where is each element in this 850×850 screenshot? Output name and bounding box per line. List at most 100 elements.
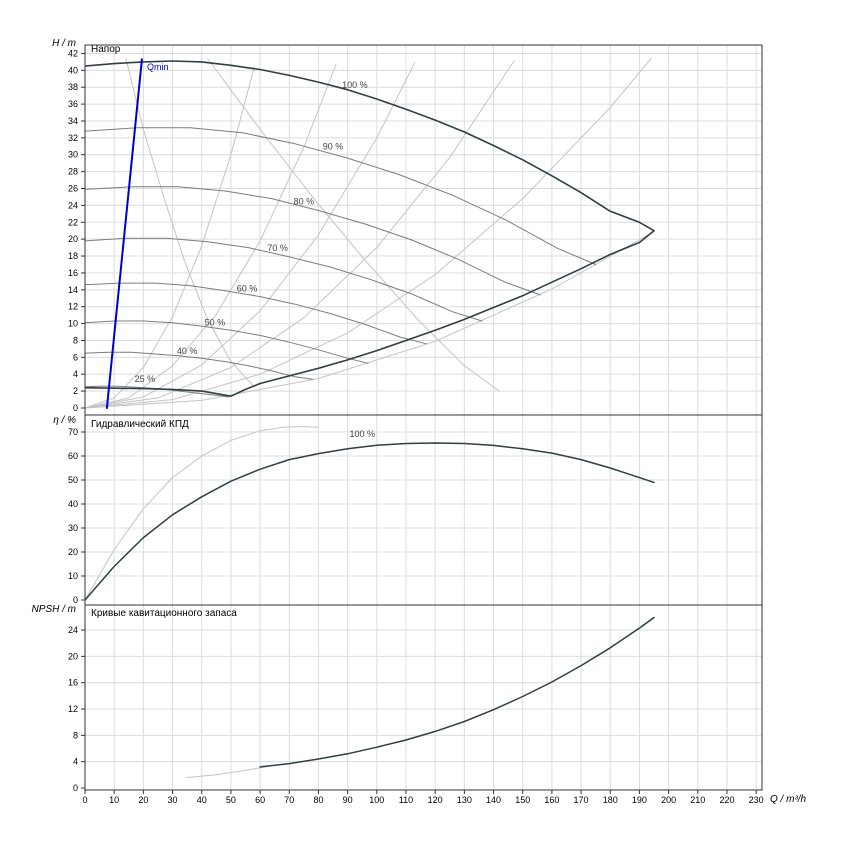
x-tick-label: 220 (719, 795, 734, 805)
x-tick-label: 80 (313, 795, 323, 805)
y-tick-label: 8 (73, 730, 78, 740)
y-tick-label: 4 (73, 757, 78, 767)
npsh-partload (186, 765, 270, 778)
x-tick-label: 200 (661, 795, 676, 805)
x-tick-label: 90 (343, 795, 353, 805)
y-tick-label: 14 (68, 285, 78, 295)
y-tick-label: 30 (68, 523, 78, 533)
y-tick-label: 4 (73, 369, 78, 379)
x-tick-label: 30 (168, 795, 178, 805)
npsh-panel-title: Кривые кавитационного запаса (91, 608, 237, 619)
y-tick-label: 30 (68, 150, 78, 160)
y-tick-label: 10 (68, 571, 78, 581)
x-tick-label: 190 (632, 795, 647, 805)
head-axis-label: H / m (52, 38, 76, 49)
y-tick-label: 20 (68, 234, 78, 244)
x-tick-label: 110 (399, 795, 413, 805)
y-tick-label: 42 (68, 48, 78, 58)
efficiency-panel-title: Гидравлический КПД (91, 419, 189, 430)
x-tick-label: 160 (544, 795, 559, 805)
speed-curve-80 (85, 186, 541, 296)
y-tick-label: 36 (68, 99, 78, 109)
npsh-axis-label: NPSH / m (31, 604, 76, 615)
curve-percent-label: 100 % (342, 80, 368, 90)
x-tick-label: 40 (197, 795, 207, 805)
x-tick-label: 100 (369, 795, 384, 805)
y-tick-label: 16 (68, 678, 78, 688)
curve-percent-label: 40 % (177, 346, 198, 356)
x-tick-label: 150 (515, 795, 530, 805)
efficiency-axis-label: η / % (53, 415, 76, 426)
x-tick-label: 70 (284, 795, 294, 805)
y-tick-label: 20 (68, 651, 78, 661)
iso-curve-6 (85, 231, 655, 409)
y-tick-label: 28 (68, 167, 78, 177)
x-tick-label: 10 (109, 795, 119, 805)
y-tick-label: 50 (68, 475, 78, 485)
x-tick-label: 230 (749, 795, 764, 805)
y-tick-label: 38 (68, 82, 78, 92)
y-tick-label: 40 (68, 499, 78, 509)
y-tick-label: 26 (68, 184, 78, 194)
y-tick-label: 40 (68, 65, 78, 75)
curve-percent-label: 50 % (205, 317, 226, 327)
y-tick-label: 0 (73, 403, 78, 413)
curve-percent-label: 25 % (135, 374, 156, 384)
descending-curve-2 (125, 58, 255, 388)
y-tick-label: 60 (68, 451, 78, 461)
curve-percent-label: 90 % (323, 142, 344, 152)
speed-curve-50 (85, 320, 369, 364)
npsh-100 (259, 616, 655, 768)
speed-curve-90 (85, 127, 597, 265)
x-tick-label: 50 (226, 795, 236, 805)
curve-percent-label: 60 % (237, 284, 258, 294)
iso-curve-3 (85, 62, 416, 409)
speed-curve-40 (85, 351, 314, 380)
x-tick-label: 140 (486, 795, 501, 805)
iso-curve-4 (85, 60, 515, 409)
iso-curve-2 (85, 63, 337, 409)
y-tick-label: 0 (73, 783, 78, 793)
y-tick-label: 24 (68, 200, 78, 210)
flow-axis-label: Q / m³/h (770, 794, 807, 805)
x-tick-label: 120 (428, 795, 443, 805)
curve-percent-label: 80 % (294, 197, 315, 207)
y-tick-label: 16 (68, 268, 78, 278)
qmin-label: Qmin (147, 62, 169, 72)
y-tick-label: 10 (68, 319, 78, 329)
iso-curve-1 (85, 66, 255, 409)
curve-percent-label: 100 % (349, 429, 375, 439)
descending-curve-1 (207, 58, 500, 392)
y-tick-label: 2 (73, 386, 78, 396)
y-tick-label: 0 (73, 595, 78, 605)
x-tick-label: 210 (690, 795, 705, 805)
y-tick-label: 22 (68, 217, 78, 227)
qmin-line (105, 58, 143, 409)
efficiency-partload (85, 426, 319, 601)
y-tick-label: 34 (68, 116, 78, 126)
x-tick-label: 130 (457, 795, 472, 805)
x-tick-label: 0 (82, 795, 87, 805)
y-tick-label: 24 (68, 625, 78, 635)
y-tick-label: 70 (68, 427, 78, 437)
x-tick-label: 20 (138, 795, 148, 805)
operating-envelope (85, 60, 655, 397)
curve-percent-label: 70 % (267, 243, 288, 253)
y-tick-label: 32 (68, 133, 78, 143)
iso-curve-5 (85, 58, 652, 409)
x-tick-label: 60 (255, 795, 265, 805)
efficiency-100 (85, 442, 655, 601)
x-tick-label: 180 (603, 795, 618, 805)
x-tick-label: 170 (574, 795, 589, 805)
y-tick-label: 8 (73, 335, 78, 345)
speed-curve-70 (85, 237, 483, 322)
y-tick-label: 12 (68, 302, 78, 312)
y-tick-label: 12 (68, 704, 78, 714)
y-tick-label: 18 (68, 251, 78, 261)
y-tick-label: 20 (68, 547, 78, 557)
speed-curve-60 (85, 282, 427, 345)
head-panel-title: Напор (91, 44, 121, 55)
y-tick-label: 6 (73, 352, 78, 362)
